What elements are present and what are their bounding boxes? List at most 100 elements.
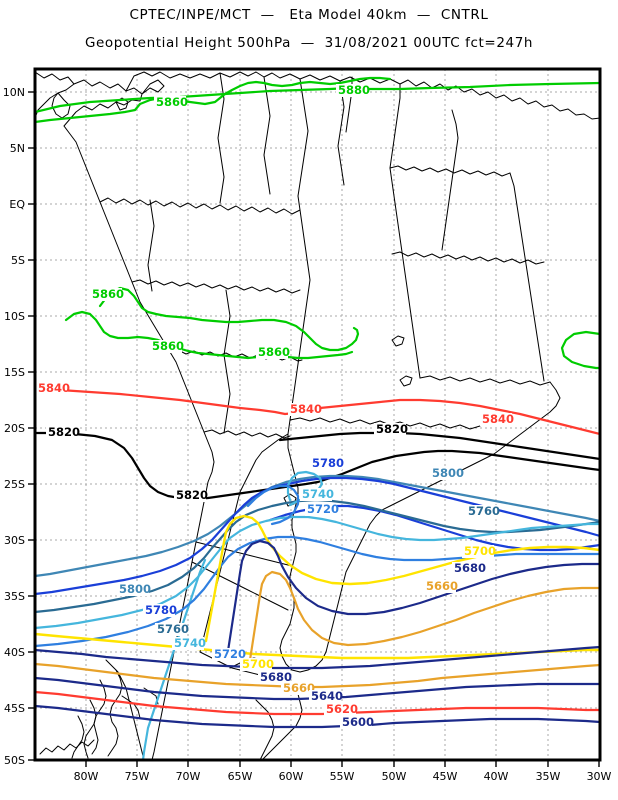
x-tick-labels: 80W 75W 70W 65W 60W 55W 50W 45W 40W 35W …	[74, 770, 612, 783]
contour-label-text: 5780	[312, 456, 344, 470]
contour-label-text: 5780	[145, 603, 177, 617]
contour-label-text: 5740	[174, 636, 206, 650]
contour-label-text: 5640	[311, 689, 343, 703]
contour-label-text: 5860	[152, 339, 184, 353]
plot-frame	[33, 67, 602, 762]
x-tick-label: 70W	[176, 770, 201, 783]
contour-label: 5680	[258, 670, 292, 684]
contour-label: 5780	[310, 456, 344, 470]
x-tick-label: 40W	[484, 770, 509, 783]
y-tick-label: 50S	[4, 754, 25, 767]
contour-labels: 5860 5880 5860 5860 5860 5840 5840 5840 …	[36, 83, 514, 729]
contour-label-text: 5760	[157, 622, 189, 636]
contour-label: 5800	[117, 582, 151, 596]
x-tick-label: 50W	[382, 770, 407, 783]
y-tick-labels: 10N 5N EQ 5S 10S 15S 20S 25S 30S 35S 40S…	[3, 86, 26, 767]
contour-5800	[35, 474, 600, 578]
contour-label: 5840	[480, 412, 514, 426]
x-tick-label: 30W	[587, 770, 612, 783]
y-tick-label: 45S	[4, 702, 25, 715]
contour-label-text: 5820	[48, 425, 80, 439]
x-tick-label: 75W	[125, 770, 150, 783]
y-tick-label: 15S	[4, 366, 25, 379]
contour-5660	[35, 570, 600, 689]
contour-label-text: 5600	[342, 715, 374, 729]
contour-label: 5780	[143, 603, 177, 617]
y-tick-label: 30S	[4, 534, 25, 547]
contour-label-text: 5660	[426, 579, 458, 593]
page-subtitle: Geopotential Height 500hPa — 31/08/2021 …	[84, 35, 534, 51]
contour-label: 5840	[288, 402, 322, 416]
contour-label: 5740	[172, 636, 206, 650]
y-tick-label: 5S	[11, 254, 25, 267]
contour-label: 5700	[462, 544, 496, 558]
contour-label-text: 5720	[214, 647, 246, 661]
contour-label: 5820	[46, 425, 80, 439]
contour-label: 5820	[174, 488, 208, 502]
contour-label-text: 5720	[307, 502, 339, 516]
contour-label-text: 5840	[38, 381, 70, 395]
y-axis	[28, 91, 35, 761]
contour-5620	[35, 690, 600, 716]
x-tick-label: 80W	[74, 770, 99, 783]
contour-label: 5720	[212, 647, 246, 661]
contour-5600	[35, 704, 600, 729]
contour-label-text: 5800	[432, 466, 464, 480]
gridlines	[35, 69, 600, 760]
contour-label-text: 5860	[258, 345, 290, 359]
contour-5880	[35, 81, 600, 114]
page-title: CPTEC/INPE/MCT — Eta Model 40km — CNTRL	[129, 7, 489, 23]
contour-label-text: 5820	[376, 422, 408, 436]
contour-5840	[35, 387, 600, 436]
contour-label: 5860	[154, 95, 188, 109]
contour-label: 5760	[155, 622, 189, 636]
contour-label: 5800	[430, 466, 464, 480]
contour-5820	[35, 431, 600, 501]
contour-label-text: 5860	[156, 95, 188, 109]
contour-label: 5660	[424, 579, 458, 593]
contour-label-text: 5820	[176, 488, 208, 502]
y-tick-label: EQ	[9, 198, 25, 211]
contour-label-text: 5840	[290, 402, 322, 416]
x-tick-label: 65W	[228, 770, 253, 783]
contour-label-text: 5880	[338, 83, 370, 97]
y-tick-label: 35S	[4, 590, 25, 603]
x-axis	[85, 760, 600, 767]
contour-label: 5700	[240, 657, 274, 671]
contour-label: 5620	[324, 702, 358, 716]
x-tick-label: 35W	[536, 770, 561, 783]
contour-label-text: 5760	[468, 504, 500, 518]
y-tick-label: 10N	[3, 86, 25, 99]
contour-label: 5720	[305, 502, 339, 516]
contour-label: 5760	[466, 504, 500, 518]
y-tick-label: 10S	[4, 310, 25, 323]
contour-label: 5740	[300, 487, 334, 501]
contour-label: 5840	[36, 381, 70, 395]
contour-5860	[35, 76, 600, 370]
x-tick-label: 55W	[330, 770, 355, 783]
contour-label-text: 5740	[302, 487, 334, 501]
contour-label-text: 5620	[326, 702, 358, 716]
contour-label: 5860	[90, 287, 124, 301]
contour-label: 5640	[309, 689, 343, 703]
contour-label-text: 5860	[92, 287, 124, 301]
contour-label-text: 5680	[260, 670, 292, 684]
y-tick-label: 5N	[10, 142, 25, 155]
contour-label: 5860	[150, 339, 184, 353]
contour-5680	[35, 539, 600, 670]
contour-label-text: 5800	[119, 582, 151, 596]
contour-label: 5880	[336, 83, 370, 97]
x-tick-label: 60W	[279, 770, 304, 783]
contour-label: 5600	[340, 715, 374, 729]
contour-label: 5860	[256, 345, 290, 359]
y-tick-label: 20S	[4, 422, 25, 435]
contour-label-text: 5660	[283, 681, 315, 695]
y-tick-label: 25S	[4, 478, 25, 491]
contour-label-text: 5700	[242, 657, 274, 671]
y-tick-label: 40S	[4, 646, 25, 659]
contour-label: 5680	[452, 561, 486, 575]
contour-label: 5660	[281, 681, 315, 695]
x-tick-label: 45W	[433, 770, 458, 783]
